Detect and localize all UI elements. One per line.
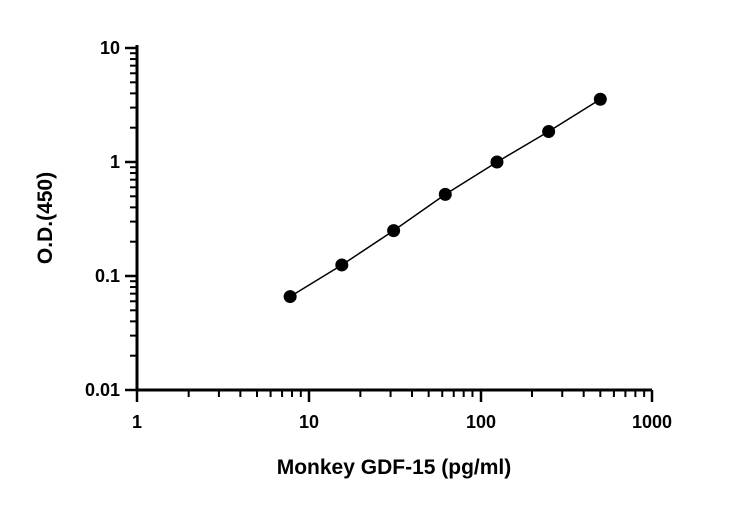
x-tick-label-100: 100	[466, 412, 496, 432]
y-tick-label-0.1: 0.1	[95, 266, 120, 286]
data-point	[387, 224, 401, 238]
data-point	[542, 125, 556, 139]
data-points	[283, 92, 607, 304]
y-tick-label-1: 1	[110, 152, 120, 172]
y-tick-label-10: 10	[100, 38, 120, 58]
data-point	[490, 155, 504, 169]
y-major-ticks	[125, 46, 137, 392]
x-tick-label-1000: 1000	[632, 412, 672, 432]
x-major-ticks	[135, 390, 654, 402]
data-point	[335, 258, 349, 272]
data-point	[593, 92, 607, 106]
data-point	[283, 290, 297, 304]
y-axis-title: O.D.(450)	[34, 172, 57, 264]
data-point	[438, 187, 452, 201]
x-tick-label-1: 1	[132, 412, 142, 432]
y-tick-labels: 10 1 0.1 0.01	[85, 38, 120, 400]
y-tick-label-0.01: 0.01	[85, 380, 120, 400]
x-axis-title: Monkey GDF-15 (pg/ml)	[277, 456, 512, 479]
x-tick-label-10: 10	[299, 412, 319, 432]
x-tick-labels: 1 10 100 1000	[132, 412, 672, 432]
